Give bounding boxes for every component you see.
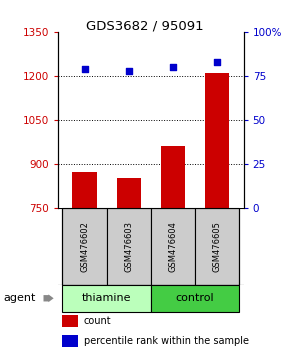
Text: control: control <box>176 293 214 303</box>
FancyArrow shape <box>44 295 54 302</box>
Bar <box>62 315 78 327</box>
Text: count: count <box>84 316 112 326</box>
Bar <box>72 172 97 208</box>
Point <box>171 64 175 70</box>
Text: GSM476602: GSM476602 <box>80 221 89 272</box>
Text: GSM476603: GSM476603 <box>124 221 133 272</box>
Text: thiamine: thiamine <box>82 293 131 303</box>
Text: GSM476605: GSM476605 <box>213 221 222 272</box>
Bar <box>107 208 151 285</box>
Bar <box>205 73 229 208</box>
Point <box>215 59 220 64</box>
Bar <box>62 335 78 347</box>
Text: percentile rank within the sample: percentile rank within the sample <box>84 336 249 346</box>
Point <box>126 68 131 73</box>
Bar <box>117 178 141 208</box>
Bar <box>62 208 107 285</box>
Text: GDS3682 / 95091: GDS3682 / 95091 <box>86 19 204 33</box>
Point <box>82 66 87 72</box>
Text: GSM476604: GSM476604 <box>168 221 177 272</box>
Bar <box>161 146 185 208</box>
Bar <box>151 208 195 285</box>
Bar <box>195 208 239 285</box>
Bar <box>62 285 151 312</box>
Text: agent: agent <box>3 293 35 303</box>
Bar <box>151 285 239 312</box>
